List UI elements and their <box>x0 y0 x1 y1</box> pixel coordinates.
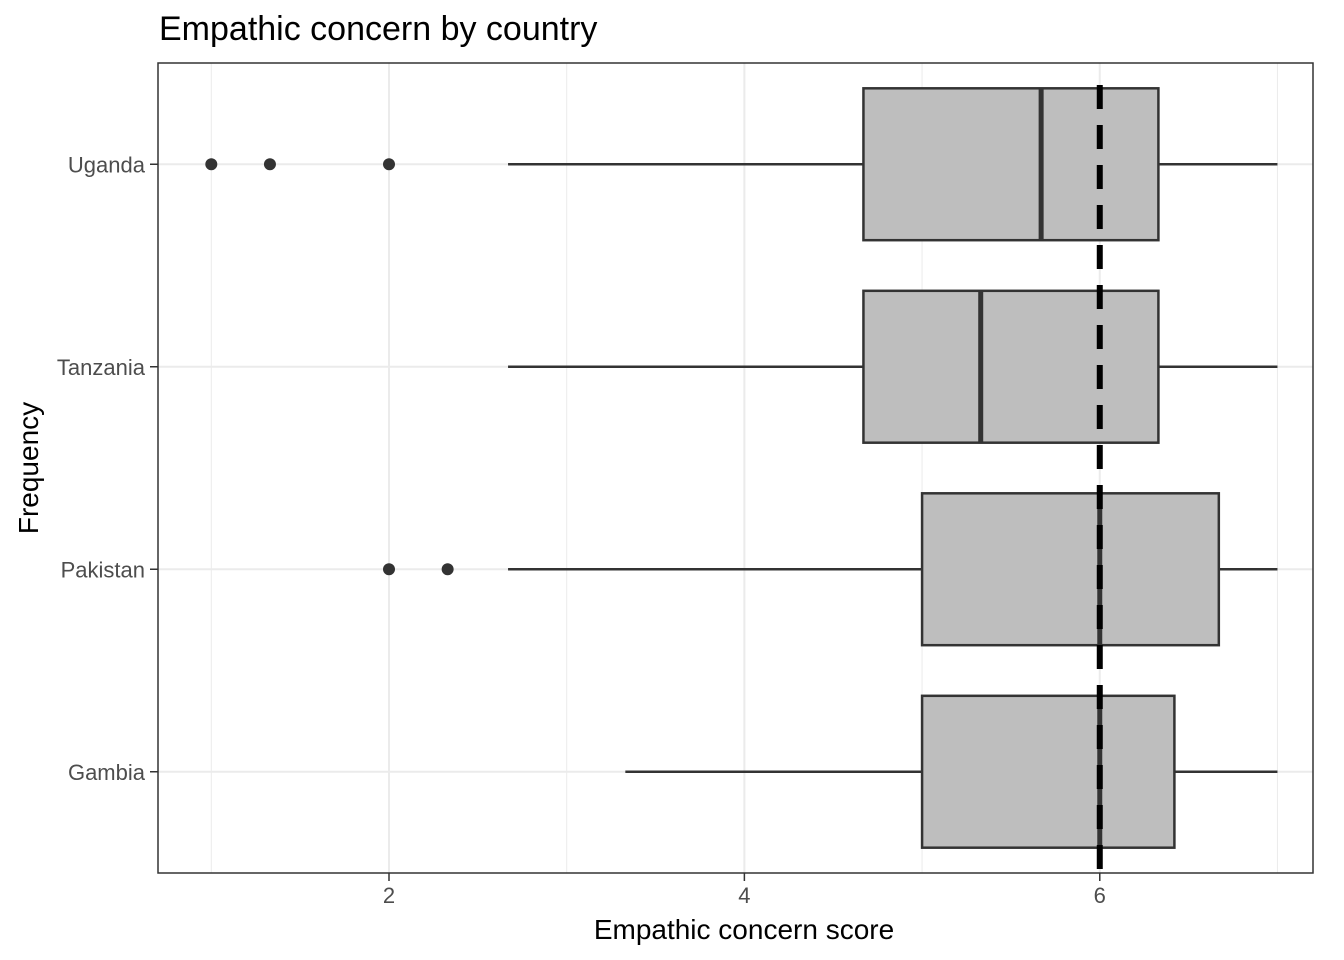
x-tick-label: 4 <box>738 883 750 908</box>
box <box>862 87 1160 242</box>
box <box>862 289 1160 444</box>
y-tick-label: Tanzania <box>57 355 146 380</box>
y-tick-label: Uganda <box>68 152 146 177</box>
x-tick-label: 6 <box>1094 883 1106 908</box>
y-tick-label: Pakistan <box>61 557 145 582</box>
y-tick-label: Gambia <box>68 760 146 785</box>
outlier-point <box>383 158 395 171</box>
x-axis-title: Empathic concern score <box>594 914 894 945</box>
outlier-point <box>205 158 218 171</box>
axis-layer: 2 4 6 Gambia Pakistan Tanzania Uganda <box>57 152 1106 908</box>
box <box>920 492 1221 647</box>
y-axis-title: Frequency <box>13 402 44 534</box>
outlier-point <box>441 563 454 576</box>
x-tick-label: 2 <box>383 883 395 908</box>
box <box>920 694 1176 849</box>
outlier-point <box>383 563 395 576</box>
box-layer <box>205 87 1278 849</box>
chart-title: Empathic concern by country <box>159 10 597 48</box>
outlier-point <box>263 158 276 171</box>
panel-border <box>157 62 1314 874</box>
